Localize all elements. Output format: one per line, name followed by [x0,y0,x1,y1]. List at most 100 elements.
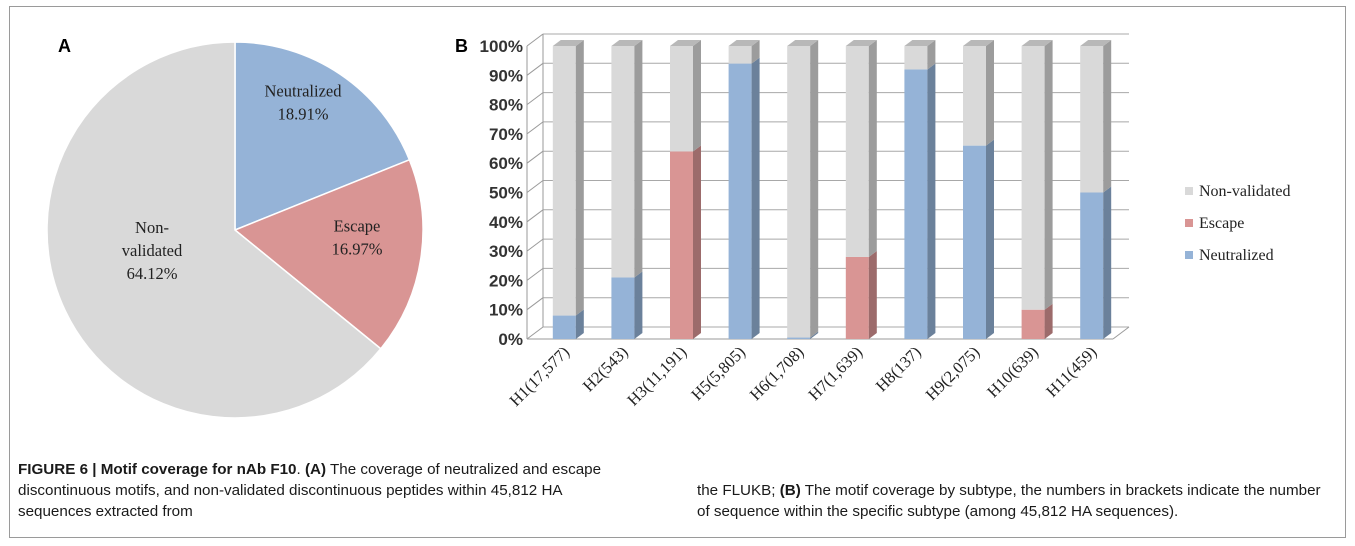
bar-neutralized-h11 [1080,192,1104,339]
pie-slice-neutralized [234,41,411,232]
pie-value-label: 64.12% [127,264,178,283]
legend-swatch-non-validated [1185,187,1193,195]
y-tick-label: 80% [489,96,523,115]
legend-label-neutralized: Neutralized [1199,247,1274,264]
bar-side [810,40,819,338]
caption-right-text1: the FLUKB; [697,482,780,499]
caption-b-text: The motif coverage by subtype, the numbe… [697,482,1321,520]
bar-escape-h10 [1021,309,1045,339]
legend-swatch-escape [1185,219,1193,227]
caption-title: FIGURE 6 | Motif coverage for nAb F10 [18,461,297,478]
bar-side [868,250,877,339]
bar-side [810,331,819,339]
bar-side [868,40,877,257]
y-tick-label: 20% [489,271,523,290]
caption-sep: . [296,461,305,478]
gridline-depth [526,180,544,193]
x-tick-label: H8(137) [872,342,925,395]
bar-side [634,271,643,339]
y-tick-label: 100% [480,37,523,56]
bar-side [693,145,701,339]
bar-non-validated-h7 [845,46,869,257]
bar-side [1044,40,1053,310]
bar-side [1044,303,1053,339]
x-tick-label: H1(17,577) [506,342,574,410]
bar-side [634,40,643,278]
bar-side [751,40,760,64]
caption-a-text: The coverage of neutralized and escape d… [18,461,602,520]
gridline-depth [526,238,544,252]
pie-name-label: Non- [135,218,169,237]
bar-top [787,40,819,46]
bar-neutralized-h1 [552,315,576,339]
pie-chart: Neutralized 18.91% Escape 16.97% Non-validat… [46,41,424,419]
gridline-depth [526,62,544,76]
bar-side [1103,40,1112,193]
bar-non-validated-h1 [552,46,576,316]
bar-neutralized-h9 [963,145,986,339]
bar-top [904,40,936,46]
x-tick-label: H5(5,805) [687,342,749,404]
y-tick-label: 30% [489,242,523,261]
y-tick-label: 40% [489,213,523,232]
gridline-depth [526,150,544,164]
bar-neutralized-h6 [787,337,811,339]
gridline-depth [526,297,544,311]
pie-slice-escape [233,158,424,350]
bar-neutralized-h2 [611,277,635,339]
y-tick-label: 90% [489,66,523,85]
bar-side [986,139,994,339]
figure-caption-left: FIGURE 6 | Motif coverage for nAb F10. (… [18,459,628,522]
figure-caption-right: the FLUKB; (B) The motif coverage by sub… [697,480,1337,522]
x-tick-label: H3(11,191) [623,342,690,409]
bar-side [986,40,994,146]
floor-edge [1112,326,1130,340]
bar-non-validated-h5 [728,46,752,64]
bar-non-validated-h10 [1021,46,1045,310]
bar-top [1021,40,1053,46]
y-tick-label: 0% [498,330,523,349]
gridline-depth [526,92,544,105]
legend-label-escape: Escape [1199,215,1244,232]
bar-top [845,40,877,46]
y-tick-label: 60% [489,154,523,173]
bar-top [552,40,584,46]
bar-side [751,57,760,339]
bar-top [670,40,701,46]
panel-b-label: B [455,36,468,56]
bar-non-validated-h8 [904,46,928,70]
gridline-depth [526,121,544,135]
bar-escape-h3 [670,151,693,339]
pie-name-label: Neutralized [265,82,343,101]
gridline-depth [526,209,544,223]
x-tick-label: H11(459) [1042,342,1100,400]
bar-neutralized-h5 [728,63,752,339]
bar-non-validated-h6 [787,46,811,338]
bar-non-validated-h9 [963,46,986,146]
x-tick-label: H2(543) [579,342,632,395]
bar-side [927,63,936,339]
bar-top [728,40,760,46]
pie-slice-non-validated [46,41,382,419]
bar-non-validated-h11 [1080,46,1104,193]
bar-side [1103,186,1112,339]
gridline-depth [526,326,544,340]
y-tick-label: 10% [489,301,523,320]
y-tick-label: 50% [489,184,523,203]
panel-a-label: A [58,36,71,56]
bar-side [693,40,701,152]
bar-top [963,40,994,46]
gridline-depth [526,267,544,281]
bar-non-validated-h2 [611,46,635,278]
legend-label-non-validated: Non-validated [1199,183,1291,200]
x-tick-label: H9(2,075) [922,342,984,404]
bar-top [611,40,643,46]
bar-top [1080,40,1112,46]
bar-side [927,40,936,70]
pie-value-label: 16.97% [332,240,383,259]
pie-name-label: validated [122,241,183,260]
gridline-depth [526,33,544,47]
bar-non-validated-h3 [670,46,693,152]
caption-a-ref: (A) [304,461,327,478]
x-tick-label: H6(1,708) [746,342,808,404]
